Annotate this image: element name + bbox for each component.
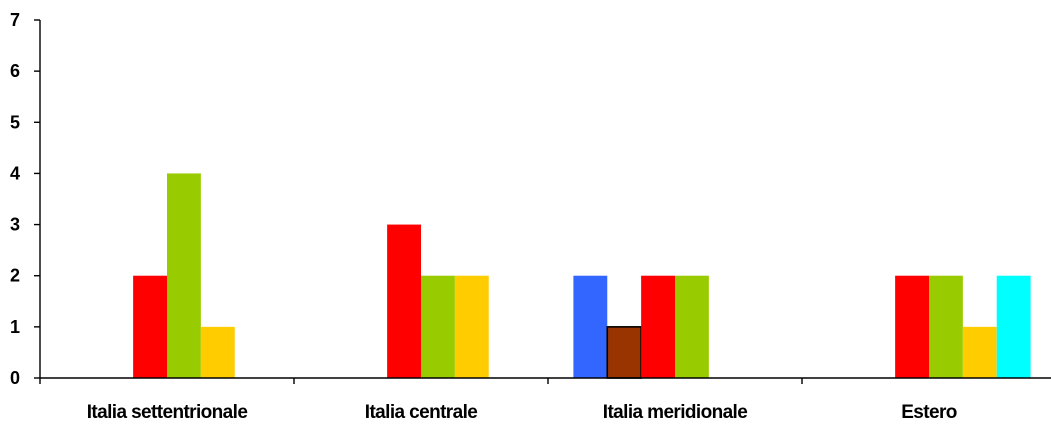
- bar-series4-italia-meridionale: [675, 275, 709, 378]
- x-category-label: Italia meridionale: [603, 402, 747, 423]
- bar-series5-italia-settentrionale: [200, 326, 235, 378]
- bar-series2-italia-meridionale: [606, 326, 642, 379]
- y-tick-label: 3: [10, 215, 20, 235]
- bar-series5-italia-centrale: [454, 275, 489, 378]
- y-tick-label: 5: [10, 112, 20, 132]
- bar-series1-italia-meridionale: [573, 275, 608, 378]
- y-tick-label: 2: [10, 266, 20, 286]
- bar-series6-estero: [996, 275, 1031, 378]
- bar-series3-italia-centrale: [387, 224, 421, 378]
- y-tick-label: 6: [10, 61, 20, 81]
- x-axis: Italia settentrionale Italia centrale Ital…: [39, 377, 1051, 423]
- bar-series3-estero: [895, 275, 929, 378]
- bars-group: [133, 173, 1031, 379]
- x-category-label: Estero: [901, 402, 957, 423]
- x-category-label: Italia centrale: [365, 402, 477, 423]
- bar-series4-italia-centrale: [421, 275, 455, 378]
- bar-series5-estero: [962, 326, 997, 378]
- bar-series4-estero: [929, 275, 963, 378]
- y-tick-label: 7: [10, 10, 20, 30]
- y-tick-label: 4: [10, 163, 20, 183]
- y-axis: 0 1 2 3 4 5 6 7: [10, 10, 41, 388]
- bar-series3-italia-meridionale: [641, 275, 675, 378]
- y-tick-label: 0: [10, 368, 20, 388]
- x-category-label: Italia settentrionale: [87, 402, 248, 423]
- y-tick-label: 1: [10, 317, 20, 337]
- bar-series3-italia-settentrionale: [133, 275, 167, 378]
- bar-series4-italia-settentrionale: [167, 173, 201, 378]
